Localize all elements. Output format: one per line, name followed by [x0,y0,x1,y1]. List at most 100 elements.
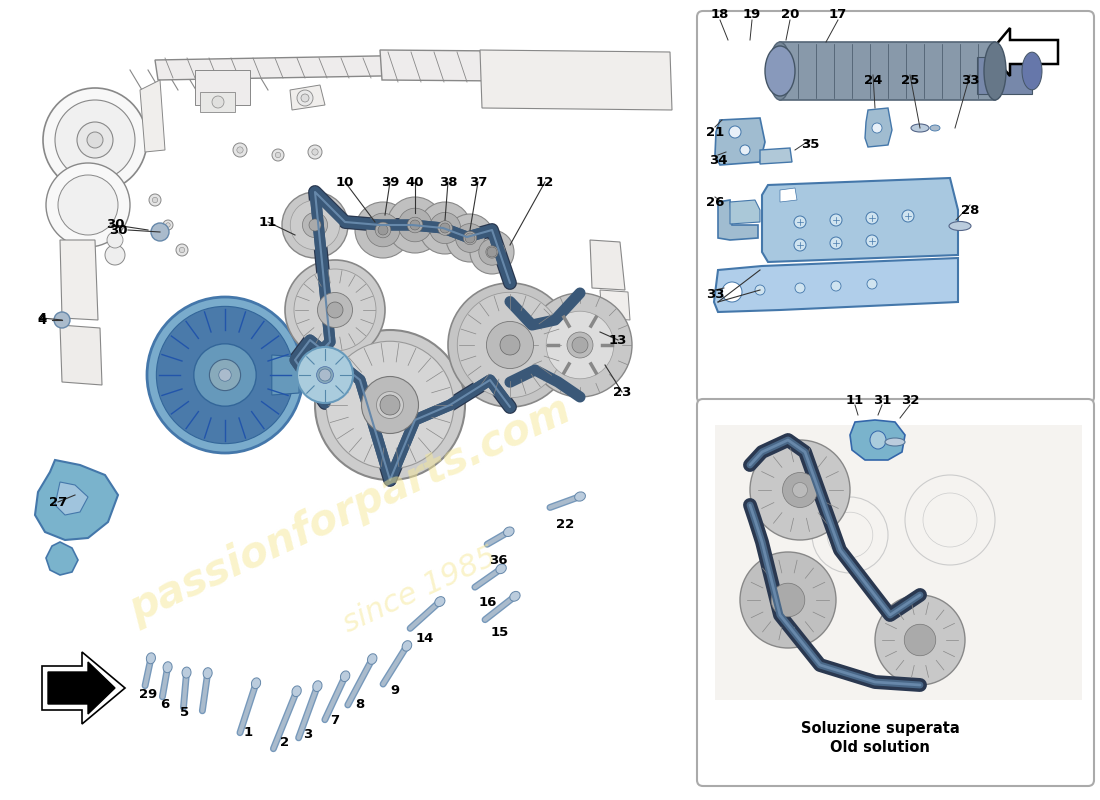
Polygon shape [55,482,88,515]
Text: since 1985: since 1985 [339,542,502,638]
Ellipse shape [911,124,930,132]
Polygon shape [780,188,798,202]
Ellipse shape [204,668,212,678]
Ellipse shape [870,431,886,449]
Text: 17: 17 [829,9,847,22]
Polygon shape [35,460,118,540]
Circle shape [156,306,294,444]
Circle shape [236,147,243,153]
Circle shape [463,231,476,245]
Circle shape [440,223,450,233]
Text: 36: 36 [488,554,507,566]
Polygon shape [990,28,1058,76]
Circle shape [407,217,422,233]
Polygon shape [272,355,299,395]
Circle shape [487,247,497,257]
Text: 16: 16 [478,595,497,609]
Circle shape [902,210,914,222]
Text: 31: 31 [872,394,891,406]
Circle shape [729,126,741,138]
Text: 27: 27 [48,495,67,509]
Text: 19: 19 [742,9,761,22]
Polygon shape [715,425,1082,700]
Circle shape [272,149,284,161]
Circle shape [410,220,420,230]
Text: 22: 22 [556,518,574,530]
Polygon shape [140,80,165,152]
Text: 21: 21 [706,126,724,138]
Circle shape [54,312,70,328]
Text: 7: 7 [330,714,340,726]
Circle shape [486,246,498,258]
Circle shape [874,595,965,685]
Polygon shape [850,420,905,460]
Circle shape [398,208,432,242]
Polygon shape [762,178,958,262]
Circle shape [327,342,453,469]
Circle shape [755,285,764,295]
Polygon shape [600,290,630,320]
Bar [200,92,235,112]
FancyBboxPatch shape [697,11,1094,403]
Circle shape [438,221,452,235]
Polygon shape [714,258,958,312]
Ellipse shape [182,667,191,678]
Polygon shape [718,200,758,240]
Circle shape [319,369,331,381]
Circle shape [378,225,388,235]
Text: 11: 11 [846,394,865,406]
Text: 12: 12 [536,175,554,189]
Circle shape [151,223,169,241]
Circle shape [722,282,742,302]
Circle shape [107,232,123,248]
Ellipse shape [146,653,155,664]
Text: 26: 26 [706,195,724,209]
Circle shape [275,152,280,158]
Circle shape [194,344,256,406]
Polygon shape [760,148,792,164]
Circle shape [771,583,805,617]
Circle shape [376,391,404,418]
Circle shape [43,88,147,192]
Circle shape [566,332,593,358]
Ellipse shape [949,222,971,230]
Text: 3: 3 [304,729,312,742]
Circle shape [219,369,231,382]
Ellipse shape [930,125,940,131]
Ellipse shape [403,641,411,651]
Text: 15: 15 [491,626,509,638]
Ellipse shape [1022,52,1042,90]
Polygon shape [48,662,116,714]
Text: 34: 34 [708,154,727,166]
Circle shape [362,377,418,434]
Ellipse shape [163,662,172,673]
Text: 1: 1 [243,726,253,738]
Circle shape [147,297,302,453]
Text: 30: 30 [106,218,124,231]
Ellipse shape [496,564,506,574]
Bar [195,70,250,105]
Circle shape [77,122,113,158]
Circle shape [387,197,443,253]
Text: 24: 24 [864,74,882,86]
Circle shape [375,222,390,238]
Circle shape [297,90,313,106]
FancyBboxPatch shape [697,399,1094,786]
Circle shape [795,283,805,293]
Ellipse shape [367,654,377,664]
Bar [780,42,996,100]
Circle shape [740,552,836,648]
Ellipse shape [886,438,905,446]
Circle shape [308,145,322,159]
Ellipse shape [434,597,444,606]
Circle shape [792,482,807,498]
Circle shape [327,302,343,318]
Text: 2: 2 [280,735,289,749]
Circle shape [87,132,103,148]
Polygon shape [379,50,625,82]
Circle shape [318,293,352,327]
Text: 8: 8 [355,698,364,710]
Circle shape [297,347,353,403]
Ellipse shape [764,46,795,96]
Circle shape [209,359,241,390]
